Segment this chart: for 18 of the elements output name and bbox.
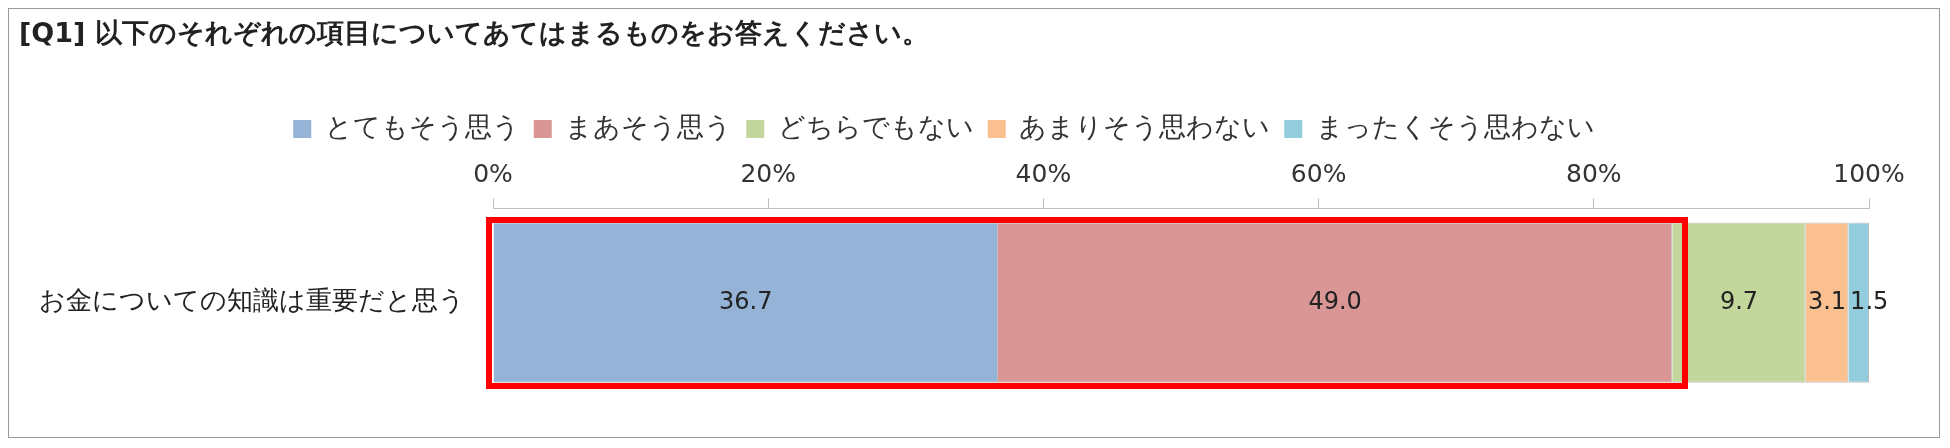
legend-label: どちらでもない bbox=[777, 110, 974, 142]
x-tick-label: 100% bbox=[1833, 158, 1905, 188]
legend-label: とてもそう思う bbox=[324, 110, 520, 142]
legend-label: あまりそう思わない bbox=[1019, 110, 1271, 142]
data-label: 49.0 bbox=[1308, 286, 1362, 315]
x-tick-label: 20% bbox=[740, 158, 796, 188]
legend-label: まったくそう思わない bbox=[1315, 110, 1595, 142]
x-tick-label: 40% bbox=[1015, 158, 1072, 188]
data-label: 9.7 bbox=[1719, 286, 1759, 315]
data-label: 1.5 bbox=[1850, 286, 1889, 315]
x-tick-label: 0% bbox=[473, 158, 513, 188]
y-tick-label: お金についての知識は重要だと思う bbox=[39, 285, 465, 316]
chart-title: [Q1] 以下のそれぞれの項目についてあてはまるものをお答えください。 bbox=[19, 17, 929, 49]
data-label: 36.7 bbox=[719, 286, 773, 315]
legend-label: まあそう思う bbox=[565, 110, 733, 142]
x-tick-label: 60% bbox=[1290, 158, 1347, 188]
x-tick-label: 80% bbox=[1566, 158, 1622, 188]
data-label: 3.1 bbox=[1807, 286, 1847, 315]
